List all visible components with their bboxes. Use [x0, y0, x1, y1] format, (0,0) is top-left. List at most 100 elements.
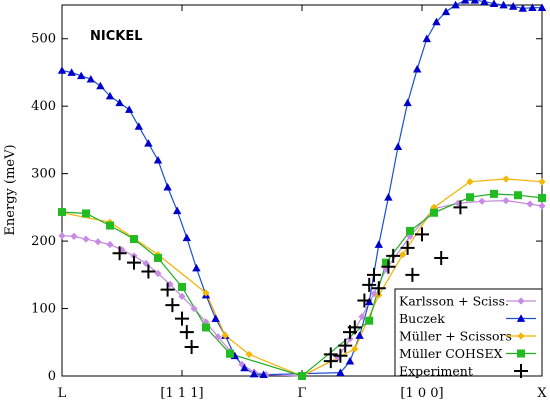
data-point: [509, 2, 518, 10]
data-point: [393, 142, 403, 151]
legend-swatch-marker: [517, 332, 525, 340]
data-point: [430, 208, 438, 217]
y-tick-label: 100: [31, 302, 56, 317]
data-point: [82, 209, 90, 218]
data-point: [106, 240, 114, 249]
axis-ticks: 0 100 200 300 400 500 L [1 1 1] Γ [1 0 0] X: [31, 5, 547, 401]
data-point: [432, 17, 441, 26]
legend-swatch-marker: [516, 314, 526, 322]
data-point: [112, 246, 127, 261]
data-point: [453, 200, 468, 215]
data-point: [490, 189, 498, 198]
data-point: [134, 122, 143, 130]
data-point: [106, 221, 114, 230]
data-point: [403, 98, 412, 107]
data-point: [351, 345, 359, 353]
x-tick-label: [1 0 0]: [400, 386, 443, 401]
data-point: [451, 0, 460, 9]
legend-box: [394, 288, 543, 377]
data-point: [362, 277, 377, 292]
data-point: [382, 258, 390, 267]
data-point: [514, 191, 522, 200]
data-point: [537, 3, 547, 12]
data-point: [77, 71, 86, 80]
y-tick-label: 300: [31, 167, 56, 182]
data-point: [298, 372, 306, 380]
legend-label: Müller + Scissors: [399, 329, 512, 344]
data-point: [202, 289, 210, 297]
series-markers: [57, 0, 547, 380]
data-point: [154, 269, 162, 278]
data-point: [478, 197, 486, 205]
data-point: [518, 4, 527, 12]
x-tick-label: [1 1 1]: [160, 386, 203, 401]
data-point: [374, 240, 383, 248]
data-point: [57, 66, 67, 74]
legend-swatch-marker: [517, 349, 525, 358]
x-tick-label: X: [537, 386, 547, 401]
data-point: [406, 226, 414, 235]
y-tick-label: 500: [31, 32, 56, 47]
legend-label: Müller COHSEX: [399, 346, 503, 361]
data-point: [323, 354, 338, 369]
data-point: [179, 325, 194, 340]
series-line: [61, 178, 543, 377]
data-point: [347, 320, 362, 335]
y-tick-label: 0: [48, 369, 56, 384]
data-point: [528, 3, 537, 12]
data-point: [466, 193, 474, 202]
data-point: [245, 350, 253, 359]
data-point: [384, 193, 393, 201]
legend-label: Karlsson + Sciss.: [399, 294, 509, 309]
data-point: [163, 182, 172, 191]
data-point: [489, 0, 499, 8]
data-point: [182, 233, 191, 242]
data-point: [371, 281, 386, 296]
data-point: [154, 253, 162, 262]
data-point: [214, 333, 222, 341]
data-point: [67, 68, 76, 76]
data-point: [480, 0, 489, 5]
legend-label: Experiment: [399, 364, 473, 379]
data-point: [86, 75, 95, 83]
data-point: [175, 311, 189, 326]
data-point: [184, 339, 199, 354]
data-point: [82, 235, 90, 243]
data-point: [365, 316, 374, 325]
data-point: [259, 370, 268, 379]
data-point: [58, 208, 66, 217]
data-point: [166, 280, 174, 288]
data-point: [502, 197, 510, 205]
legend-swatch-marker: [517, 297, 525, 305]
data-point: [141, 264, 156, 279]
data-point: [190, 304, 198, 313]
data-point: [413, 64, 422, 73]
data-point: [221, 331, 229, 340]
y-axis-label: Energy (meV): [3, 144, 18, 235]
x-tick-label: L: [58, 386, 67, 401]
x-tick-label: Γ: [297, 386, 306, 401]
data-point: [367, 267, 381, 282]
data-point: [415, 227, 429, 242]
legend-swatch-marker: [514, 364, 528, 378]
data-point: [211, 314, 220, 323]
data-point: [355, 331, 364, 339]
data-point: [502, 175, 510, 183]
data-point: [125, 105, 134, 113]
data-point: [461, 0, 470, 4]
data-point: [358, 313, 366, 321]
data-point: [466, 178, 474, 186]
legend-label: Buczek: [399, 311, 445, 326]
y-tick-label: 400: [31, 99, 56, 114]
y-tick-label: 200: [31, 234, 56, 249]
data-point: [118, 246, 126, 254]
data-point: [94, 238, 102, 246]
data-point: [526, 200, 534, 208]
data-point: [178, 282, 186, 291]
data-point: [499, 0, 508, 9]
data-point: [249, 369, 259, 378]
data-point: [178, 292, 186, 301]
data-point: [434, 250, 449, 265]
data-point: [338, 338, 353, 353]
